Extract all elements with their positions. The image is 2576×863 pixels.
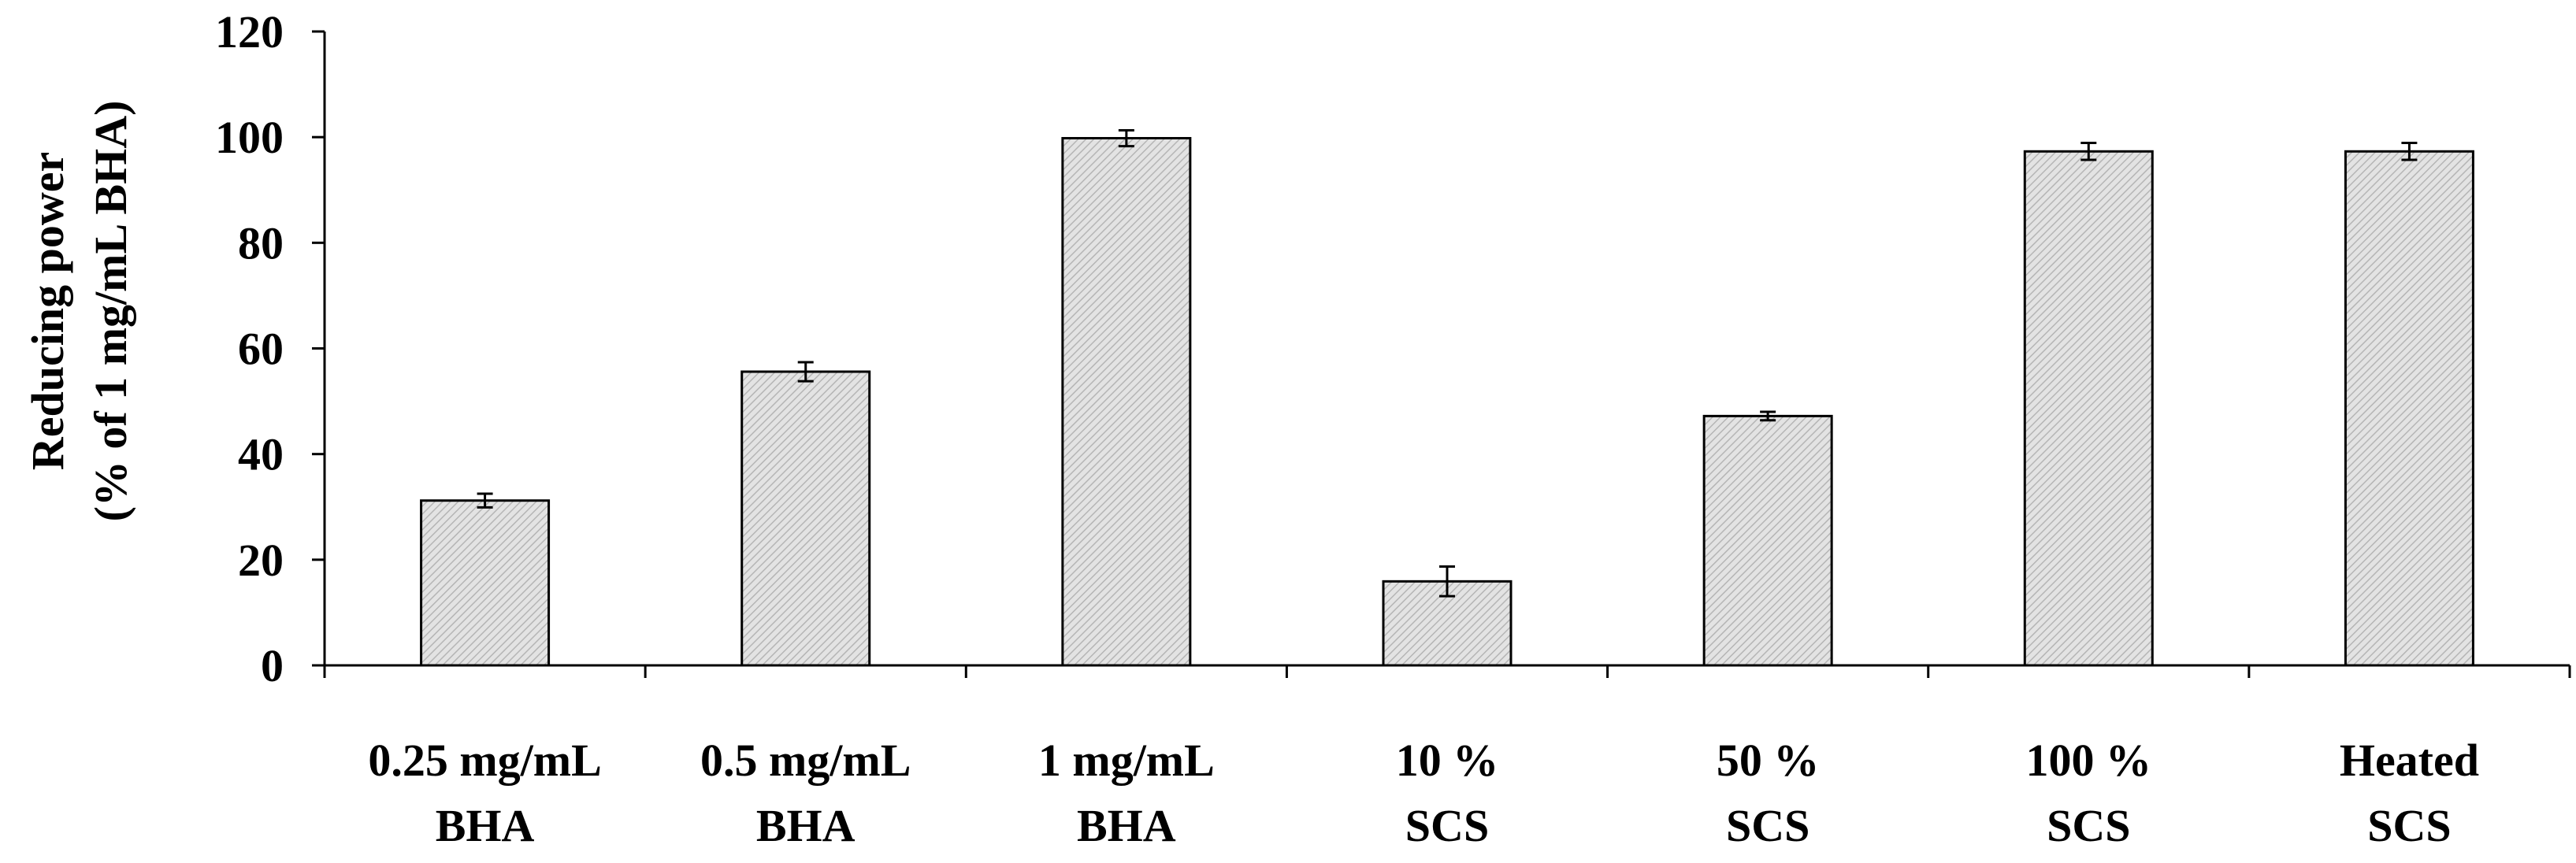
x-category-label: SCS xyxy=(1726,800,1810,851)
y-axis-title: Reducing power (% of 1 mg/mL BHA) xyxy=(22,101,136,522)
bar xyxy=(1061,137,1192,667)
x-category-label: BHA xyxy=(436,800,535,851)
bar xyxy=(420,499,551,667)
x-category-label: SCS xyxy=(2047,800,2130,851)
y-tick-label: 120 xyxy=(215,6,284,57)
x-category-label: 100 % xyxy=(2026,735,2152,786)
y-tick-label: 0 xyxy=(261,640,284,691)
y-axis-title-line: Reducing power xyxy=(22,152,73,470)
y-axis-title-line: (% of 1 mg/mL BHA) xyxy=(85,101,136,522)
y-tick-label: 80 xyxy=(238,217,284,269)
x-category-label: BHA xyxy=(1077,800,1176,851)
bar xyxy=(2344,150,2474,667)
x-category-label: Heated xyxy=(2340,735,2479,786)
x-category-label: 50 % xyxy=(1717,735,1820,786)
bar xyxy=(741,370,871,667)
y-tick-label: 20 xyxy=(238,535,284,586)
x-category-label: 0.25 mg/mL xyxy=(368,735,601,786)
error-bars xyxy=(477,128,2418,598)
x-category-label: 10 % xyxy=(1396,735,1499,786)
x-category-label: SCS xyxy=(1405,800,1489,851)
y-tick-label: 40 xyxy=(238,429,284,480)
x-axis xyxy=(323,664,2571,678)
bars xyxy=(420,137,2474,667)
y-axis: 0 20 40 60 80 100 120 xyxy=(215,6,326,691)
bar xyxy=(1702,414,1833,667)
y-tick-label: 60 xyxy=(238,324,284,375)
x-axis-category-labels: 0.25 mg/mL BHA 0.5 mg/mL BHA 1 mg/mL BHA 10 % S… xyxy=(368,735,2479,851)
bar xyxy=(2023,150,2154,667)
y-tick-label: 100 xyxy=(215,112,284,163)
x-category-label: 1 mg/mL xyxy=(1038,735,1215,786)
x-category-label: 0.5 mg/mL xyxy=(700,735,911,786)
x-category-label: SCS xyxy=(2367,800,2451,851)
x-category-label: BHA xyxy=(756,800,856,851)
